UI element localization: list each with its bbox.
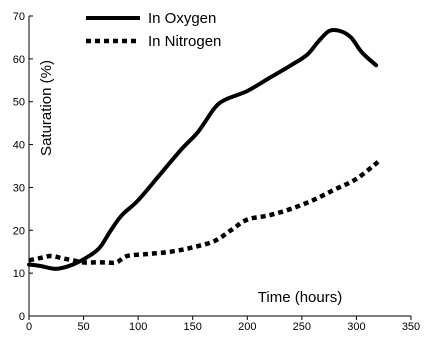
legend-label: In Nitrogen xyxy=(148,33,221,50)
y-tick-label: 50 xyxy=(13,97,25,109)
y-tick-label: 70 xyxy=(13,11,25,23)
axes xyxy=(28,15,412,320)
y-axis-label: Saturation (%) xyxy=(38,60,55,156)
legend-label: In Oxygen xyxy=(148,10,216,27)
x-tick-label: 50 xyxy=(77,321,89,333)
series-line-oxygen xyxy=(27,27,379,271)
y-tick-label: 0 xyxy=(19,311,25,323)
x-tick-label: 100 xyxy=(129,321,147,333)
legend: In Oxygen In Nitrogen xyxy=(86,10,221,50)
x-tick-label: 300 xyxy=(347,321,365,333)
x-tick-label: 0 xyxy=(26,321,32,333)
x-tick-label: 200 xyxy=(238,321,256,333)
x-tick-label: 250 xyxy=(293,321,311,333)
x-tick-label: 350 xyxy=(402,321,420,333)
tick-labels: 0 10 20 30 40 50 60 70 0 50 100 150 200 250 300 350 xyxy=(13,11,420,333)
y-tick-label: 10 xyxy=(13,268,25,280)
x-tick-label: 150 xyxy=(184,321,202,333)
series-lines xyxy=(27,27,380,271)
y-tick-label: 60 xyxy=(13,54,25,66)
y-tick-label: 20 xyxy=(13,225,25,237)
x-axis-label: Time (hours) xyxy=(258,289,342,306)
y-tick-label: 40 xyxy=(13,140,25,152)
series-line-nitrogen xyxy=(28,159,380,266)
y-tick-label: 30 xyxy=(13,182,25,194)
